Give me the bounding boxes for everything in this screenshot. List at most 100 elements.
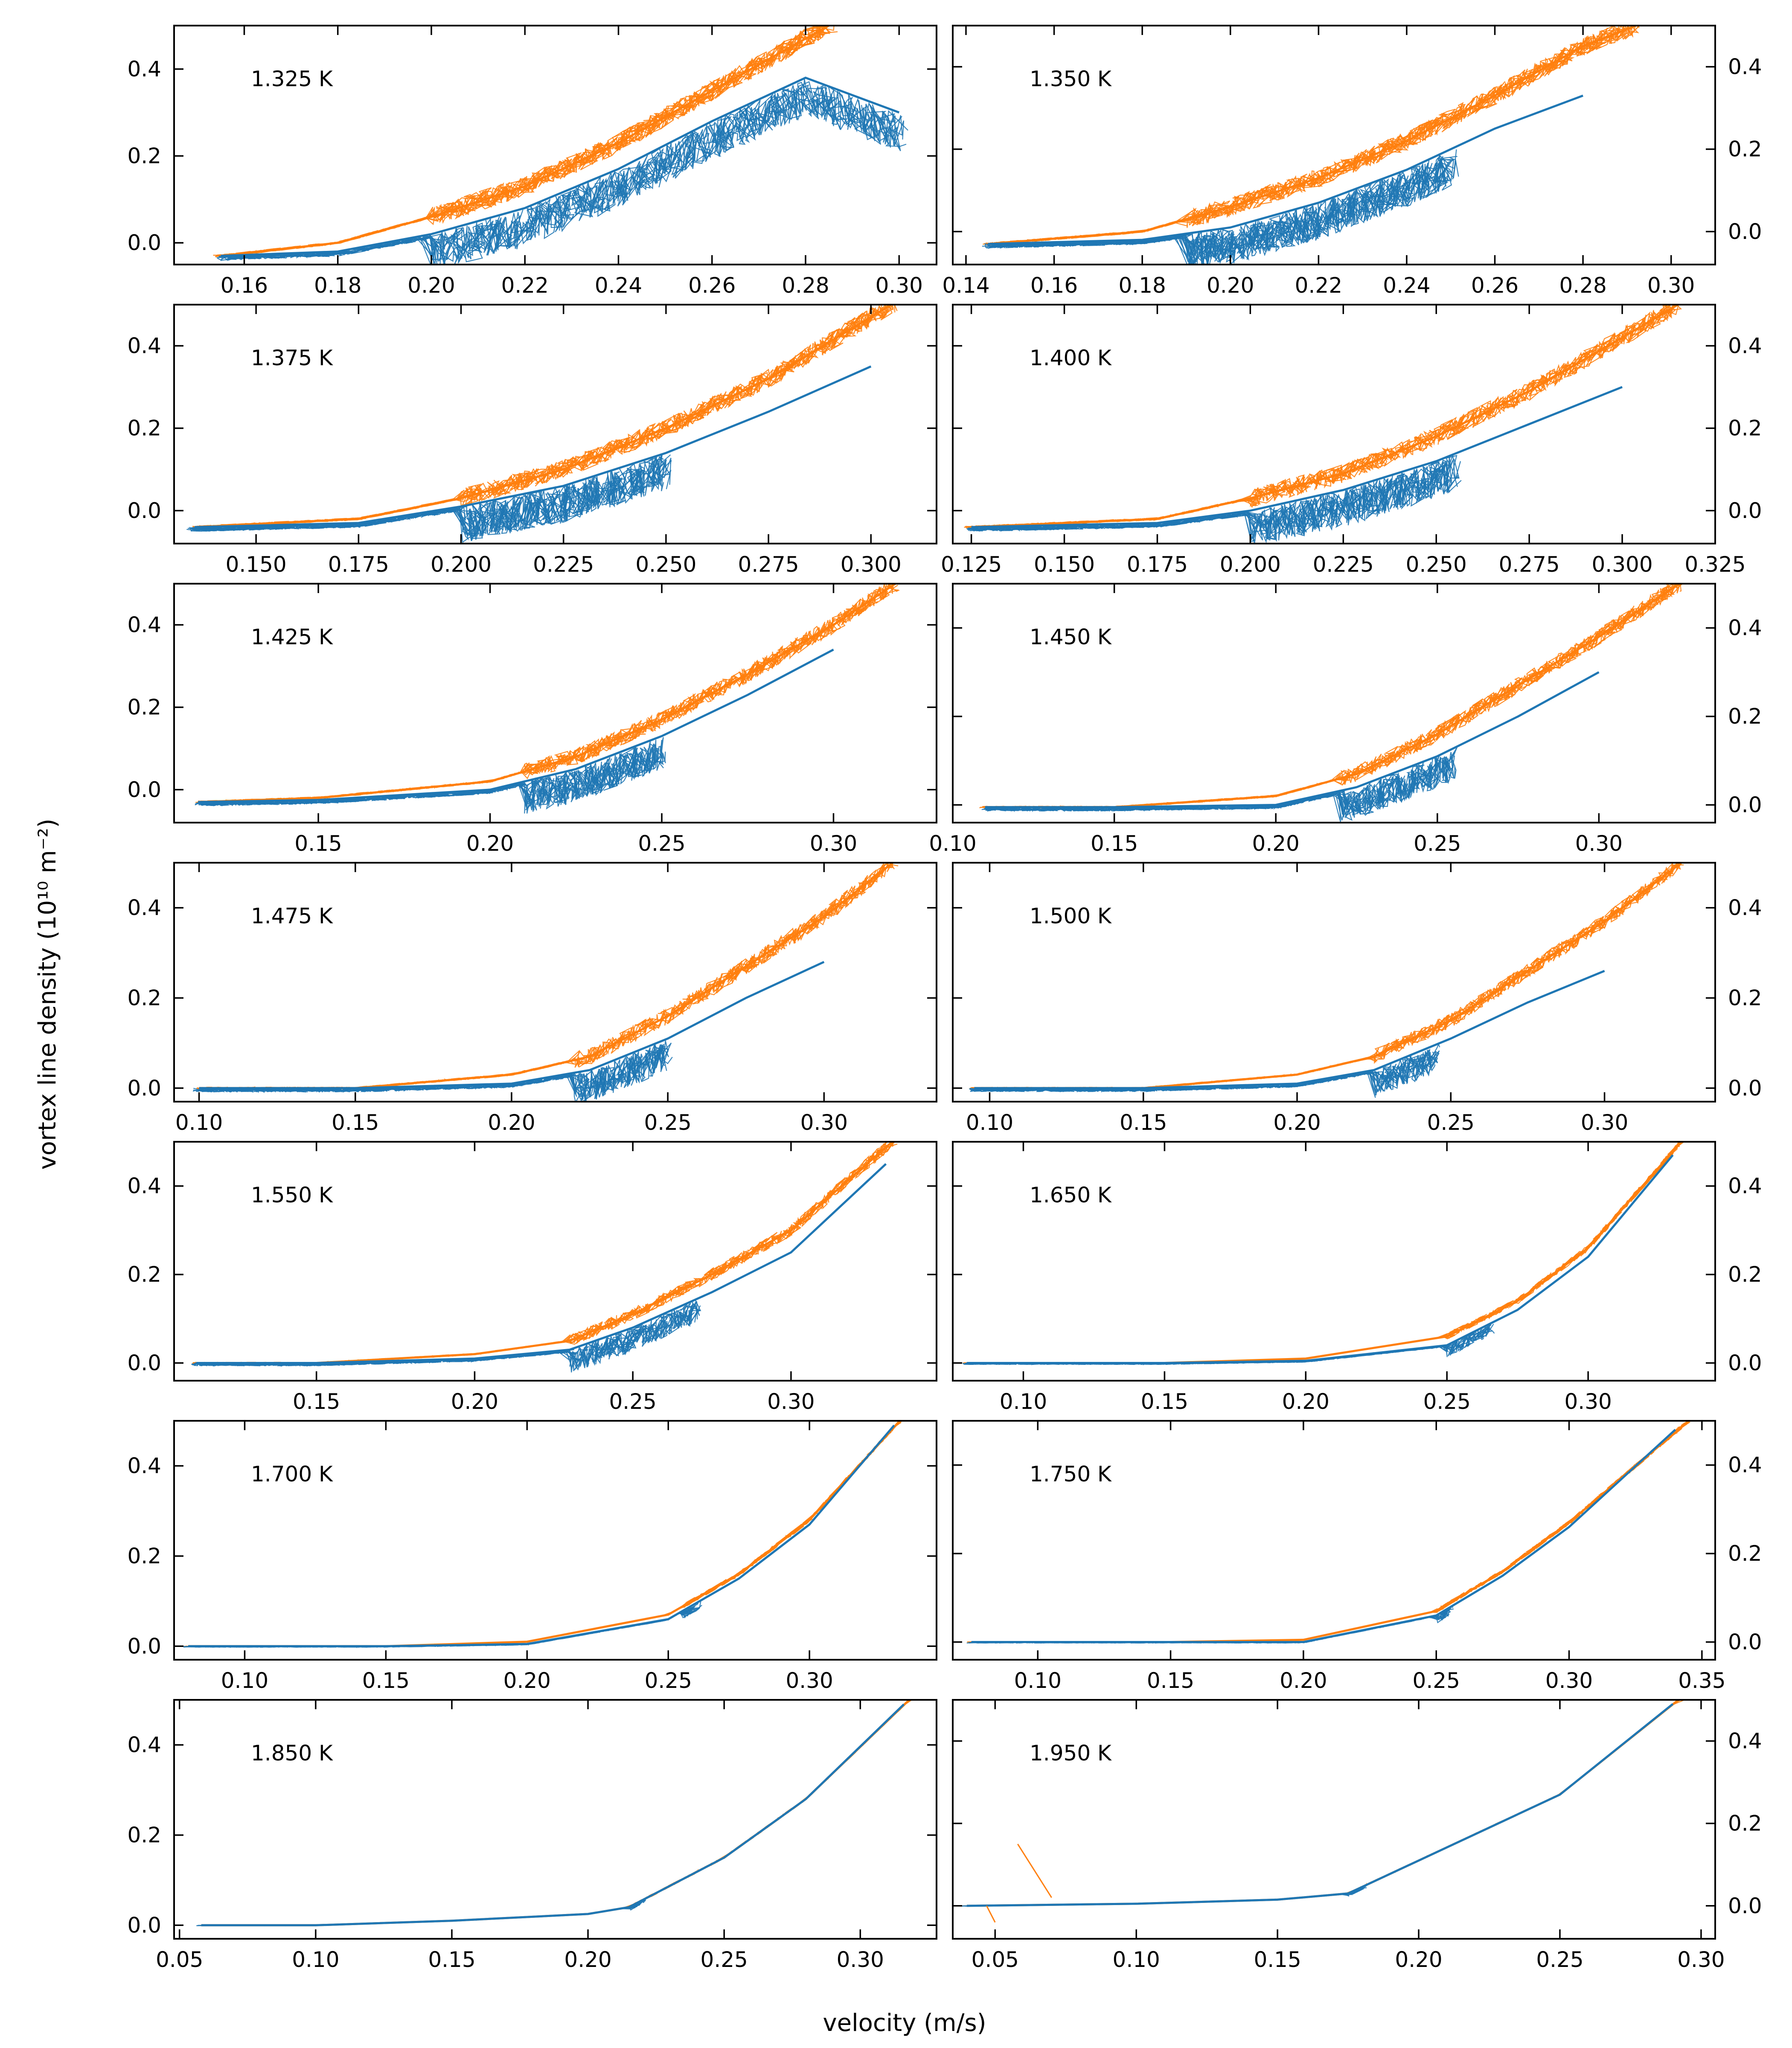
heating-line [968, 1700, 1681, 1907]
y-tick-label: 0.4 [1728, 616, 1762, 640]
temperature-label: 1.950 K [1030, 1741, 1112, 1766]
y-tick-label: 0.4 [1728, 55, 1762, 79]
cooling-trace [961, 1703, 1674, 1907]
heating-line [216, 26, 838, 256]
heating-trace [200, 1700, 913, 1927]
x-tick-label: 0.30 [800, 1110, 848, 1135]
cooling-trace [969, 970, 1605, 1098]
heating-mean-line [971, 305, 1679, 528]
x-tick-label: 0.25 [1413, 1668, 1460, 1693]
y-tick-label: 0.4 [1728, 896, 1762, 920]
cooling-line [965, 1326, 1495, 1365]
plot-frame [952, 304, 1716, 544]
heating-line [197, 863, 893, 1090]
x-tick-label: 0.22 [501, 273, 549, 298]
x-tick-label: 0.15 [332, 1110, 379, 1135]
x-tick-label: 0.26 [688, 273, 736, 298]
cooling-trace [966, 1428, 1676, 1644]
y-tick-label: 0.4 [127, 896, 161, 920]
panel-1-950-K: 0.05 0.10 0.15 0.20 0.25 0.30 0.0 0.2 0.4 1.950 K [952, 1699, 1762, 1972]
x-tick-label: 0.20 [407, 273, 455, 298]
heating-line [202, 305, 887, 528]
x-tick-label: 0.10 [292, 1947, 339, 1972]
y-tick-label: 0.2 [1728, 137, 1762, 162]
x-tick-label: 0.175 [328, 552, 389, 577]
y-tick-label: 0.4 [127, 613, 161, 637]
x-tick-label: 0.15 [1141, 1389, 1188, 1414]
heating-line [971, 863, 1674, 1090]
heating-line [965, 1142, 1685, 1364]
panel-1-325-K: 0.16 0.18 0.20 0.22 0.24 0.26 0.28 0.30 0.0 0.2 0.… [127, 25, 937, 298]
heating-line [215, 26, 831, 258]
cooling-mean-line [198, 649, 834, 803]
panel-1-350-K: 0.14 0.16 0.18 0.20 0.22 0.24 0.26 0.28 0.30 0.0 0… [942, 25, 1762, 298]
x-tick-label: 0.150 [1034, 552, 1095, 577]
heating-line [204, 1700, 908, 1926]
plot-frame [173, 1420, 937, 1661]
y-tick-label: 0.0 [1728, 1351, 1762, 1376]
cooling-line [965, 1327, 1492, 1365]
plot-frame [173, 1699, 937, 1940]
x-tick-label: 0.25 [701, 1947, 748, 1972]
x-tick-label: 0.25 [609, 1389, 657, 1414]
y-tick-label: 0.0 [127, 1913, 161, 1937]
x-tick-label: 0.20 [564, 1947, 611, 1972]
x-tick-label: 0.10 [966, 1110, 1013, 1135]
x-tick-label: 0.15 [428, 1947, 475, 1972]
x-tick-label: 0.28 [1559, 273, 1606, 298]
x-tick-label: 0.10 [175, 1110, 223, 1135]
heating-line [201, 1702, 907, 1926]
cooling-line [217, 81, 900, 262]
heating-line [973, 863, 1681, 1090]
x-tick-label: 0.16 [1030, 273, 1078, 298]
y-tick-label: 0.0 [1728, 498, 1762, 523]
panel-1-425-K: 0.15 0.20 0.25 0.30 0.0 0.2 0.4 1.425 K [127, 583, 937, 856]
x-tick-label: 0.30 [786, 1668, 833, 1693]
plot-frame [173, 304, 937, 544]
x-tick-label: 0.20 [1273, 1110, 1321, 1135]
heating-line [970, 1421, 1690, 1643]
cooling-line [970, 1043, 1440, 1092]
cooling-mean-line [974, 970, 1605, 1089]
cooling-mean-line [985, 671, 1600, 809]
plot-area [961, 1700, 1684, 1923]
heating-mean-line [988, 26, 1637, 245]
panel-1-375-K: 0.150 0.175 0.200 0.225 0.250 0.275 0.300 0.0 0.… [127, 304, 937, 577]
x-tick-label: 0.15 [293, 1389, 340, 1414]
x-tick-label: 0.30 [1575, 831, 1623, 856]
y-tick-label: 0.0 [1728, 793, 1762, 817]
x-tick-label: 0.25 [1423, 1389, 1471, 1414]
y-tick-label: 0.2 [1728, 1541, 1762, 1566]
x-tick-label: 0.15 [1120, 1110, 1167, 1135]
plot-area [183, 1421, 902, 1649]
heating-line [978, 863, 1678, 1090]
cooling-trace [982, 94, 1583, 265]
y-tick-label: 0.2 [127, 416, 161, 441]
heating-line [985, 584, 1674, 809]
temperature-label: 1.550 K [251, 1183, 333, 1207]
x-tick-label: 0.18 [314, 273, 361, 298]
heating-mean-line [967, 1700, 1679, 1907]
cooling-trace [981, 671, 1600, 822]
y-tick-label: 0.4 [1728, 1174, 1762, 1199]
cooling-line [970, 1050, 1435, 1098]
y-tick-label: 0.0 [1728, 1630, 1762, 1655]
heating-line [972, 863, 1682, 1090]
cooling-mean-line [188, 1424, 895, 1647]
heating-trace [183, 1421, 902, 1647]
plot-frame [173, 862, 937, 1103]
heating-trace [196, 863, 899, 1090]
cooling-mean-line [196, 1163, 887, 1364]
x-tick-label: 0.10 [1000, 1389, 1047, 1414]
heating-line [199, 863, 893, 1090]
y-tick-label: 0.2 [127, 695, 161, 720]
heating-trace [961, 1700, 1684, 1907]
heating-trace [963, 1142, 1685, 1365]
x-tick-label: 0.25 [638, 831, 685, 856]
cooling-line [966, 1324, 1494, 1365]
y-tick-label: 0.2 [127, 1544, 161, 1568]
temperature-label: 1.450 K [1030, 625, 1112, 649]
cooling-trace [195, 649, 834, 814]
plot-area [962, 1142, 1685, 1366]
temperature-label: 1.850 K [251, 1741, 333, 1766]
